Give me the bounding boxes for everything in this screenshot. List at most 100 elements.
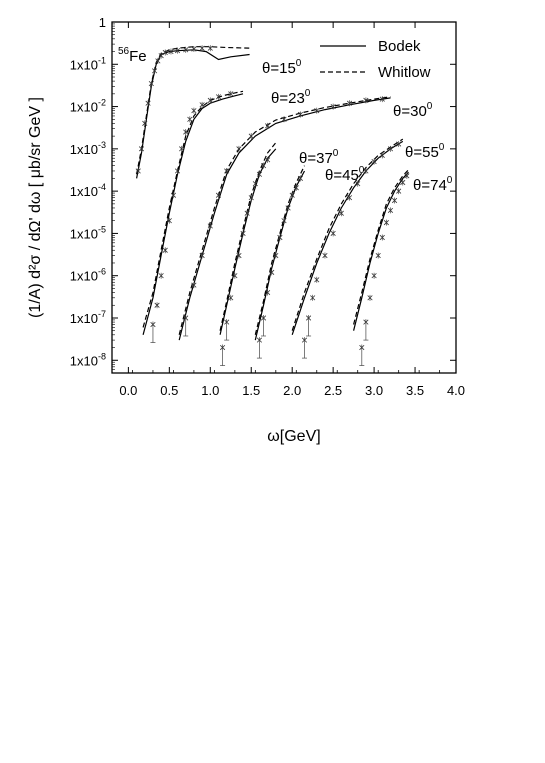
data-point (346, 195, 353, 201)
series-group (353, 169, 410, 366)
x-tick-label: 0.0 (119, 383, 137, 398)
data-point (215, 94, 222, 100)
axes (111, 21, 457, 374)
data-point (256, 171, 263, 177)
data-point (281, 116, 287, 122)
legend-label: Bodek (378, 38, 421, 55)
data-point (391, 197, 398, 204)
data-point (219, 344, 226, 351)
data-point (162, 49, 168, 56)
data-point (207, 97, 213, 103)
chart-text: 0.0 0.5 1.0 1.5 2.0 2.5 3.0 3.5 4.0 1 1x10-1 1x10-2… (27, 15, 465, 445)
data-point (248, 133, 254, 139)
legend-label: Whitlow (378, 64, 431, 81)
y-tick-label: 1x10-7 (70, 309, 106, 326)
data-point (371, 273, 377, 279)
data-point (355, 181, 361, 187)
data-point (285, 205, 291, 211)
data-point (174, 168, 181, 174)
y-tick-label: 1x10-8 (70, 351, 106, 368)
data-point (199, 45, 205, 51)
data-point (387, 146, 394, 152)
bodek-curve (219, 148, 277, 335)
data-point (158, 53, 164, 59)
bodek-curve (142, 93, 244, 335)
y-axis-title: (1/A) d²σ / dΩ' dω [ μb/sr GeV ] (27, 97, 44, 318)
data-point (387, 207, 394, 213)
data-point (338, 210, 344, 216)
data-point (148, 80, 154, 87)
series-group (219, 142, 277, 366)
data-point (379, 152, 385, 158)
data-point (168, 48, 174, 55)
data-point (305, 315, 312, 321)
data-point (301, 337, 308, 343)
data-point (314, 108, 320, 114)
data-point (228, 91, 234, 97)
data-point (191, 108, 197, 114)
data-point (396, 188, 402, 194)
data-point (322, 252, 328, 259)
data-point (179, 146, 185, 152)
data-point (166, 218, 172, 224)
data-point (363, 319, 369, 325)
series-group (142, 90, 244, 343)
bodek-curve (136, 49, 250, 179)
angle-label: θ=300 (393, 101, 433, 120)
angle-label: θ=450 (325, 165, 365, 184)
y-tick-label: 1x10-5 (70, 224, 106, 241)
legend: Bodek Whitlow (320, 38, 431, 81)
data-point (330, 103, 336, 110)
data-point (383, 220, 389, 226)
data-point (135, 168, 141, 174)
series-group (178, 96, 391, 341)
data-point (281, 218, 287, 224)
data-point (244, 210, 250, 216)
data-point (232, 273, 238, 279)
x-axis-title: ω[GeV] (267, 428, 320, 445)
y-tick-label: 1x10-6 (70, 267, 106, 284)
series-group (291, 138, 404, 359)
data-point (277, 234, 283, 241)
data-point (138, 146, 145, 152)
data-point (199, 102, 205, 108)
series-group (135, 45, 252, 179)
angle-label: θ=370 (299, 148, 339, 167)
data-point (152, 68, 158, 74)
data-point (379, 96, 385, 102)
data-point (359, 344, 365, 351)
bodek-curve (353, 171, 409, 331)
data-point (375, 252, 381, 259)
whitlow-curve (142, 90, 244, 328)
data-point (224, 168, 230, 174)
data-point (199, 252, 205, 259)
data-point (265, 157, 271, 163)
angle-label: θ=150 (262, 58, 302, 77)
data-point (330, 230, 336, 237)
data-point (400, 179, 406, 186)
data-point (207, 45, 213, 51)
angle-label: θ=740 (413, 175, 453, 194)
data-point (228, 295, 234, 301)
x-tick-label: 3.5 (406, 383, 424, 398)
data-point (404, 173, 410, 179)
data-point (314, 277, 320, 283)
data-point (162, 247, 168, 253)
data-point (293, 185, 299, 191)
x-tick-label: 1.5 (242, 383, 260, 398)
data-point (248, 195, 254, 201)
data-point (260, 163, 267, 169)
data-point (289, 192, 295, 198)
data-point (240, 230, 246, 237)
data-point (183, 129, 189, 135)
data-point (260, 315, 267, 321)
data-point (367, 295, 373, 301)
data-point (145, 100, 151, 106)
data-point (191, 46, 197, 52)
x-tick-label: 1.0 (201, 383, 219, 398)
data-point (256, 337, 263, 343)
whitlow-curve (254, 165, 306, 335)
data-point (297, 111, 303, 118)
data-point (236, 252, 242, 259)
